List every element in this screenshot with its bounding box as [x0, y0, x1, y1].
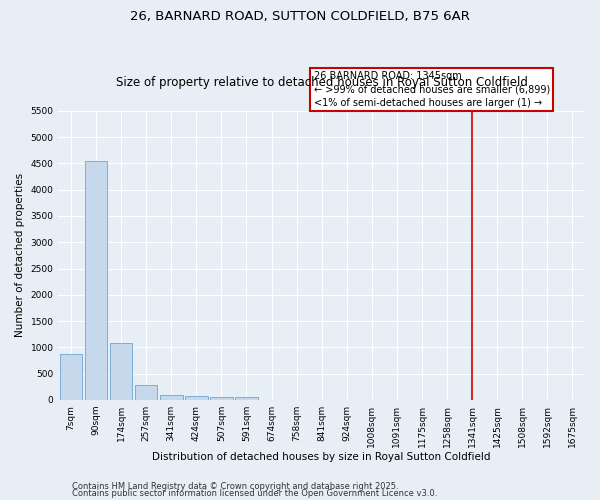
Text: Contains HM Land Registry data © Crown copyright and database right 2025.: Contains HM Land Registry data © Crown c… [72, 482, 398, 491]
Text: 26, BARNARD ROAD, SUTTON COLDFIELD, B75 6AR: 26, BARNARD ROAD, SUTTON COLDFIELD, B75 … [130, 10, 470, 23]
X-axis label: Distribution of detached houses by size in Royal Sutton Coldfield: Distribution of detached houses by size … [152, 452, 491, 462]
Title: Size of property relative to detached houses in Royal Sutton Coldfield: Size of property relative to detached ho… [116, 76, 527, 88]
Bar [160, 395, 182, 400]
Text: Contains public sector information licensed under the Open Government Licence v3: Contains public sector information licen… [72, 490, 437, 498]
Y-axis label: Number of detached properties: Number of detached properties [15, 174, 25, 338]
Bar [110, 343, 133, 400]
Bar [135, 384, 157, 400]
Text: 26 BARNARD ROAD: 1345sqm
← >99% of detached houses are smaller (6,899)
<1% of se: 26 BARNARD ROAD: 1345sqm ← >99% of detac… [314, 72, 550, 108]
Bar [210, 398, 233, 400]
Bar [59, 354, 82, 400]
Bar [185, 396, 208, 400]
Bar [85, 160, 107, 400]
Bar [235, 398, 258, 400]
